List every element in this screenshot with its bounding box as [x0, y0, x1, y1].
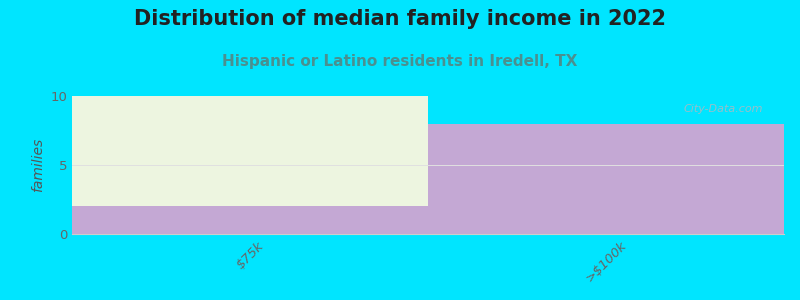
Bar: [72, 96, 428, 234]
Bar: [72, 206, 428, 234]
Text: Hispanic or Latino residents in Iredell, TX: Hispanic or Latino residents in Iredell,…: [222, 54, 578, 69]
Text: City-Data.com: City-Data.com: [683, 104, 762, 114]
Bar: [428, 124, 784, 234]
Y-axis label: families: families: [30, 138, 45, 192]
Text: Distribution of median family income in 2022: Distribution of median family income in …: [134, 9, 666, 29]
